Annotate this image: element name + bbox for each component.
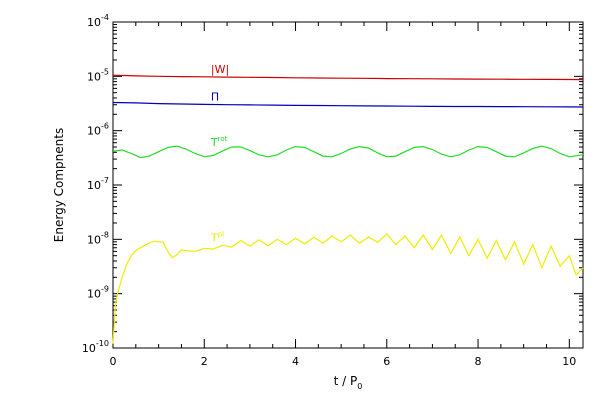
y-tick-label: 10-4 — [87, 13, 109, 29]
plot-frame — [112, 21, 584, 349]
y-tick-label: 10-6 — [87, 122, 109, 138]
series-line-w — [112, 74, 584, 81]
x-axis-title: t / P0 — [334, 374, 363, 391]
series-label: Π — [211, 90, 219, 103]
x-tick-label: 2 — [201, 355, 208, 368]
series-line-tpl — [112, 233, 584, 344]
x-tick-label: 4 — [292, 355, 299, 368]
series-label: Trot — [210, 135, 228, 149]
y-tick-label: 10-10 — [82, 339, 109, 355]
y-tick-label: 10-8 — [87, 230, 109, 246]
series-label: |W| — [211, 63, 229, 76]
y-tick-label: 10-7 — [87, 176, 109, 192]
axis-ticks: 0 2 4 6 8 10 10-10 10-9 10-8 10-7 10-6 10-5 10-4 — [82, 13, 583, 368]
x-tick-label: 8 — [475, 355, 482, 368]
y-tick-label: 10-5 — [87, 67, 109, 83]
series-line-pi — [112, 101, 584, 108]
x-tick-label: 6 — [383, 355, 390, 368]
y-tick-label: 10-9 — [87, 285, 109, 301]
y-axis-title: Energy Compnents — [52, 128, 66, 242]
series-lines — [112, 74, 584, 344]
series-annotations: |W| Π Trot Tpl — [210, 63, 229, 244]
x-tick-label: 10 — [562, 355, 576, 368]
series-line-trot — [112, 145, 584, 159]
x-tick-label: 0 — [110, 355, 117, 368]
series-label: Tpl — [210, 230, 224, 244]
